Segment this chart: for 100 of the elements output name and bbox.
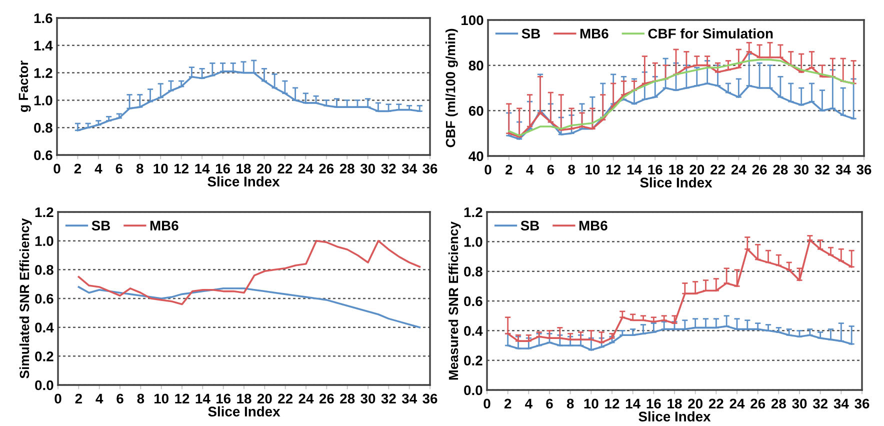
legend-label: MB6 [150,220,178,231]
y-tick-label: 80 [468,60,484,71]
x-tick-label: 28 [773,164,788,175]
x-tick-label: 6 [546,398,553,409]
x-tick-label: 32 [812,398,828,409]
y-axis-title: CBF (ml/100 g/min) [446,28,458,148]
x-tick-label: 26 [752,164,767,175]
y-tick-label: 0.6 [35,294,54,304]
x-tick-label: 2 [506,164,512,174]
y-tick-label: 0.4 [464,326,483,336]
x-tick-label: 30 [792,398,807,409]
x-tick-label: 12 [175,394,190,404]
x-tick-label: 14 [196,394,210,404]
x-tick-label: 2 [75,394,82,404]
x-tick-label: 32 [381,394,396,404]
x-tick-label: 34 [836,164,851,175]
x-tick-label: 34 [402,394,417,404]
x-tick-label: 14 [195,164,210,174]
y-tick-label: 1.0 [464,237,482,247]
x-tick-label: 6 [547,164,554,175]
x-tick-label: 0 [484,164,492,175]
x-tick-label: 10 [154,394,168,404]
x-tick-label: 16 [216,164,230,174]
x-tick-label: 0 [54,394,62,404]
x-tick-label: 14 [627,164,642,174]
x-tick-label: 28 [340,164,354,174]
x-tick-label: 16 [648,164,662,175]
y-axis-title: Measured SNR Efficiency [448,222,461,380]
x-tick-label: 22 [710,164,725,174]
y-tick-label: 0.6 [464,296,482,306]
y-tick-label: 1.2 [464,207,482,218]
x-tick-label: 0 [484,398,490,409]
x-tick-label: 36 [422,394,438,404]
y-tick-label: 0.4 [35,322,54,333]
x-tick-label: 16 [216,394,231,404]
x-axis-title: Slice Index [208,176,280,186]
x-tick-label: 28 [771,398,786,409]
legend-label: SB [92,220,110,231]
x-tick-label: 22 [278,164,292,174]
x-tick-label: 8 [566,398,574,409]
x-tick-label: 8 [136,164,144,174]
x-tick-label: 36 [854,398,870,409]
x-tick-label: 6 [116,394,124,404]
y-tick-label: 100 [462,15,484,26]
x-tick-label: 30 [360,394,376,404]
y-tick-label: 0.6 [34,150,52,160]
y-tick-label: 0.8 [464,266,482,277]
y-tick-label: 1.0 [34,96,52,106]
x-tick-label: 26 [750,398,766,409]
legend-label: CBF for Simulation [648,28,773,39]
y-tick-label: 1.2 [34,68,52,78]
x-tick-label: 10 [584,398,598,409]
y-tick-label: 0.8 [35,265,54,275]
x-tick-label: 32 [381,164,396,174]
x-tick-label: 20 [257,394,272,404]
x-tick-label: 16 [646,398,661,409]
x-axis-title: Slice Index [640,177,712,188]
x-tick-label: 24 [730,398,745,408]
x-axis-title: Slice Index [638,411,711,422]
x-tick-label: 36 [422,164,438,174]
x-tick-label: 32 [814,164,830,175]
x-tick-label: 34 [402,164,417,174]
x-tick-label: 26 [319,394,334,404]
x-tick-label: 18 [236,164,251,174]
x-tick-label: 34 [834,398,849,409]
x-tick-label: 8 [137,394,144,404]
x-tick-label: 30 [794,164,808,175]
x-tick-label: 24 [731,164,746,174]
x-tick-label: 10 [586,164,600,175]
legend-label: MB6 [579,220,608,231]
x-tick-label: 0 [54,164,60,174]
legend-label: MB6 [580,28,608,39]
x-tick-label: 18 [669,164,684,175]
x-tick-label: 22 [278,394,292,404]
x-axis-title: Slice Index [208,406,280,416]
x-tick-label: 22 [708,398,724,408]
y-tick-label: 1.2 [35,207,54,218]
y-axis-title: g Factor [18,60,31,112]
x-tick-label: 18 [237,394,252,404]
x-tick-label: 36 [856,164,872,175]
x-tick-label: 2 [74,164,82,174]
x-tick-label: 24 [298,394,314,404]
x-tick-label: 14 [626,398,640,408]
y-tick-label: 0.0 [464,385,482,396]
x-tick-label: 2 [504,398,512,408]
y-tick-label: 1.4 [34,40,53,50]
x-tick-label: 28 [340,394,355,404]
x-tick-label: 6 [116,164,123,174]
legend-label: SB [520,220,539,231]
x-tick-label: 4 [525,398,532,408]
y-tick-label: 60 [468,106,484,116]
x-tick-label: 4 [96,394,104,404]
y-tick-label: 1.0 [35,236,54,246]
y-tick-label: 0.2 [35,352,54,362]
x-tick-label: 4 [526,164,534,174]
y-tick-label: 0.0 [35,380,54,390]
x-tick-label: 4 [94,164,102,174]
x-tick-label: 20 [690,164,704,175]
x-tick-label: 10 [154,164,168,174]
y-tick-label: 40 [468,151,484,162]
